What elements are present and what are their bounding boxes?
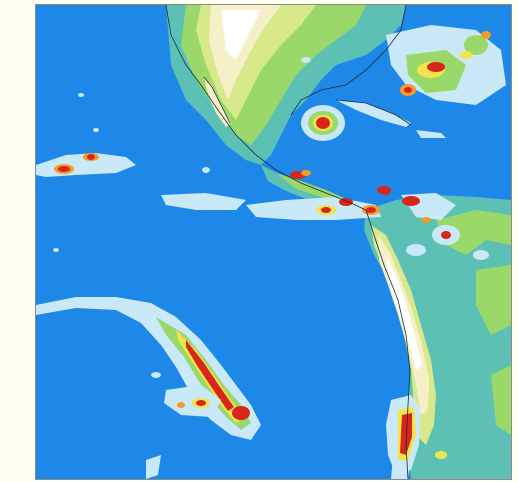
north-america-land (166, 5, 406, 165)
south-pacific-plume (36, 297, 261, 479)
chile-storm-cell (386, 395, 447, 475)
precip-map[interactable] (36, 5, 511, 479)
scattered-showers (53, 57, 311, 378)
gulf-storm-cell (301, 105, 345, 141)
map-frame (35, 4, 512, 480)
itcz-band (36, 153, 391, 220)
south-america-convection (377, 186, 489, 260)
atlantic-storm-cells (386, 25, 506, 105)
caribbean-islands (336, 100, 446, 138)
coastlines (165, 5, 412, 479)
